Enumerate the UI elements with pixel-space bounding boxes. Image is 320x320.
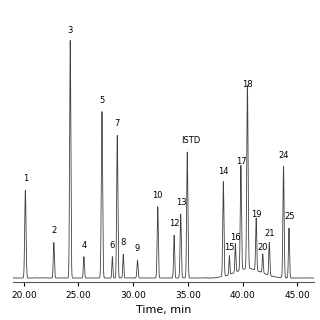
Text: 5: 5 — [99, 96, 105, 105]
Text: 15: 15 — [224, 243, 235, 252]
Text: 7: 7 — [115, 119, 120, 128]
Text: 4: 4 — [81, 241, 86, 250]
Text: 10: 10 — [153, 191, 163, 200]
Text: 14: 14 — [218, 167, 228, 176]
Text: 1: 1 — [23, 174, 28, 183]
Text: 2: 2 — [51, 226, 56, 235]
Text: 17: 17 — [236, 157, 247, 166]
Text: 19: 19 — [251, 210, 261, 219]
Text: 20: 20 — [258, 243, 268, 252]
X-axis label: Time, min: Time, min — [135, 305, 191, 315]
Text: 13: 13 — [177, 198, 187, 207]
Text: 24: 24 — [278, 151, 289, 160]
Text: 16: 16 — [230, 233, 241, 243]
Text: 9: 9 — [135, 244, 140, 253]
Text: 8: 8 — [121, 238, 126, 247]
Text: 21: 21 — [264, 229, 275, 238]
Text: ISTD: ISTD — [181, 136, 200, 145]
Text: 12: 12 — [169, 219, 180, 228]
Text: 25: 25 — [285, 212, 295, 221]
Text: 18: 18 — [242, 80, 253, 89]
Text: 3: 3 — [68, 26, 73, 35]
Text: 6: 6 — [109, 241, 115, 250]
